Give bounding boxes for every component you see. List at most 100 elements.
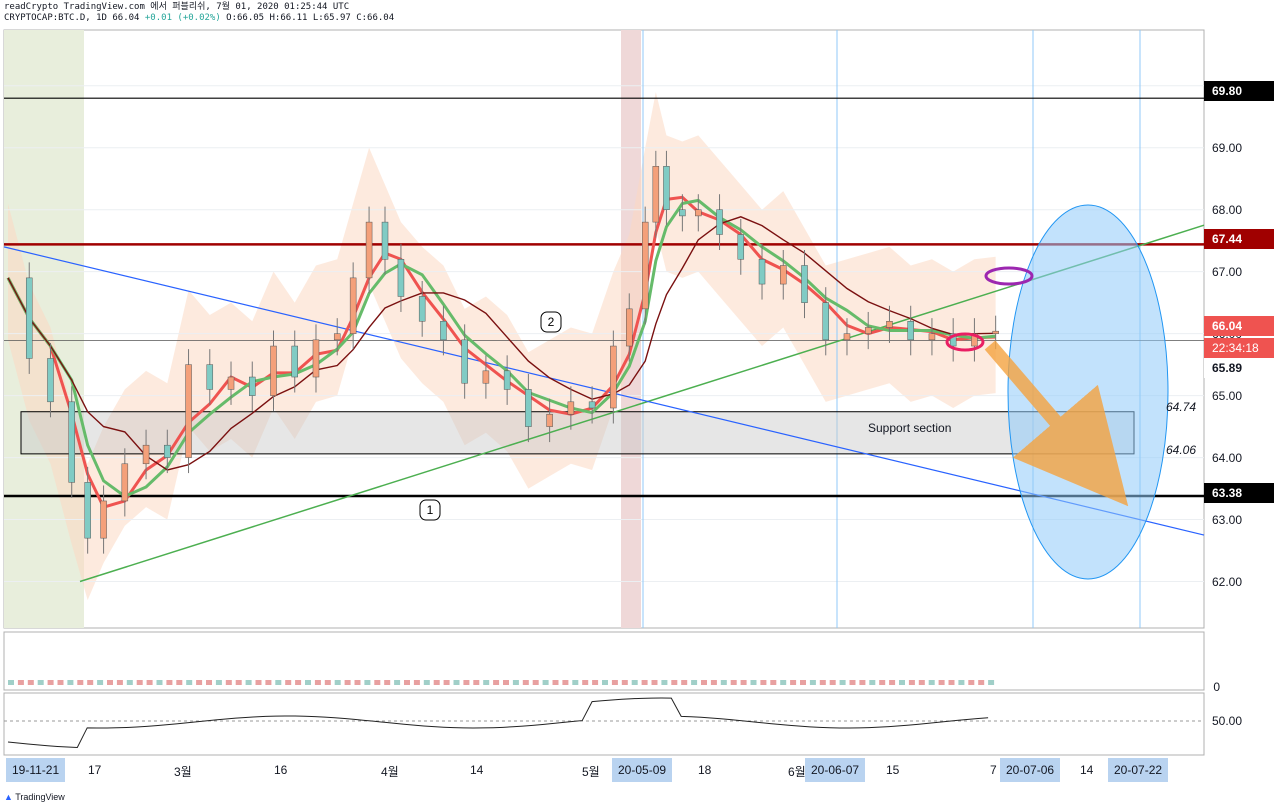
x-label: 14 <box>470 763 484 777</box>
volume-bar <box>17 680 24 685</box>
volume-bar <box>918 680 925 685</box>
volume-bar <box>790 680 797 685</box>
volume-bar <box>186 680 193 685</box>
candle-body <box>482 370 490 384</box>
volume-bar <box>334 680 341 685</box>
candle-body <box>886 321 893 328</box>
volume-bar <box>710 680 717 685</box>
volume-bar <box>750 680 757 685</box>
volume-bar <box>57 680 64 685</box>
rsi-pane <box>3 692 1205 756</box>
support-bottom-label: 64.06 <box>1166 443 1197 457</box>
candle-body <box>907 321 914 341</box>
volume-bar <box>453 680 460 685</box>
volume-bar <box>206 680 212 685</box>
chart-header: readCrypto TradingView.com 에서 퍼블리쉬, 7월 0… <box>4 2 394 24</box>
y-tick-label: 65.00 <box>1211 388 1242 403</box>
candle-body <box>503 370 511 390</box>
volume-bar <box>324 680 331 685</box>
volume-bar <box>67 680 74 685</box>
support-top-label: 64.74 <box>1166 400 1197 414</box>
volume-bar <box>473 680 480 685</box>
volume-bar <box>354 680 361 685</box>
candle-body <box>737 234 745 260</box>
volume-bar <box>740 680 747 685</box>
volume-bar <box>532 680 539 685</box>
level-tag-67-44: 67.44 <box>1204 229 1274 249</box>
volume-bar <box>314 680 321 685</box>
candle-body <box>333 333 341 341</box>
y-tick-label: 62.00 <box>1211 574 1242 589</box>
candle-body <box>610 345 617 409</box>
volume-bar <box>621 680 628 685</box>
volume-bar <box>958 680 965 685</box>
x-label: 16 <box>274 763 288 777</box>
candle-body <box>864 327 872 334</box>
volume-bar <box>819 680 826 685</box>
x-label: 6월 <box>788 765 806 779</box>
header-ohlc: O:66.05 H:66.11 L:65.97 C:66.04 <box>220 13 395 23</box>
volume-bar <box>493 680 500 685</box>
x-date-box-end: 20-07-22 <box>1108 758 1169 782</box>
volume-bar <box>176 680 183 685</box>
candle-body <box>164 444 171 458</box>
candle-body <box>418 296 426 322</box>
candle-body <box>84 482 91 539</box>
volume-bar <box>809 680 816 685</box>
volume-bar <box>364 680 371 685</box>
candle-body <box>626 308 633 347</box>
volume-bar <box>720 680 727 685</box>
candle-body <box>291 345 298 378</box>
volume-bar <box>413 680 420 685</box>
x-label: 18 <box>698 763 712 777</box>
candle-body <box>780 265 787 285</box>
x-label: 7 <box>990 763 997 777</box>
candle-body <box>227 376 235 390</box>
volume-bar <box>938 680 945 685</box>
volume-bar <box>275 680 282 685</box>
x-date-box: 20-05-09 <box>612 758 673 782</box>
candle-body <box>822 302 829 341</box>
candle-body <box>185 364 192 458</box>
header-line1: readCrypto TradingView.com 에서 퍼블리쉬, 7월 0… <box>4 2 350 12</box>
candle-body <box>68 401 75 483</box>
level-tag-69-80: 69.80 <box>1204 81 1274 101</box>
volume-bar <box>681 680 688 685</box>
y-tick-label: 69.00 <box>1211 140 1242 155</box>
volume-bar <box>87 680 94 685</box>
header-change: +0.01 (+0.02%) <box>144 13 221 23</box>
candle-body <box>100 500 107 539</box>
x-date-box-start: 19-11-21 <box>6 758 66 782</box>
volume-bar <box>849 680 856 685</box>
volume-bar <box>374 680 381 685</box>
down-arrow <box>984 340 1129 507</box>
volume-bar <box>245 680 252 685</box>
x-date-box: 20-07-06 <box>1000 758 1061 782</box>
candle-body <box>142 444 150 465</box>
volume-bar <box>255 680 262 685</box>
current-price-tag: 66.04 <box>1204 316 1274 336</box>
volume-bar <box>196 680 203 685</box>
secondary-price-tag: 65.89 <box>1204 358 1274 378</box>
x-label: 14 <box>1080 763 1094 777</box>
callout-bubble <box>419 499 441 521</box>
countdown-tag: 22:34:18 <box>1204 338 1274 358</box>
volume-bar <box>671 680 678 685</box>
tradingview-logo[interactable]: ▲ TradingView <box>4 792 65 802</box>
volume-bar <box>443 680 450 685</box>
candle-body <box>679 209 686 217</box>
volume-bar <box>37 680 44 685</box>
tradingview-icon: ▲ <box>4 792 13 802</box>
candle-body <box>992 330 999 334</box>
volume-bar <box>651 680 658 685</box>
volume-bar <box>295 680 302 685</box>
volume-bar <box>839 680 846 685</box>
volume-bar <box>988 680 995 685</box>
volume-bar <box>631 680 638 685</box>
candle-body <box>440 321 447 341</box>
candle-body <box>663 166 670 210</box>
x-label: 3월 <box>174 765 192 779</box>
volume-bar <box>641 680 648 685</box>
volume-bar <box>592 680 599 685</box>
